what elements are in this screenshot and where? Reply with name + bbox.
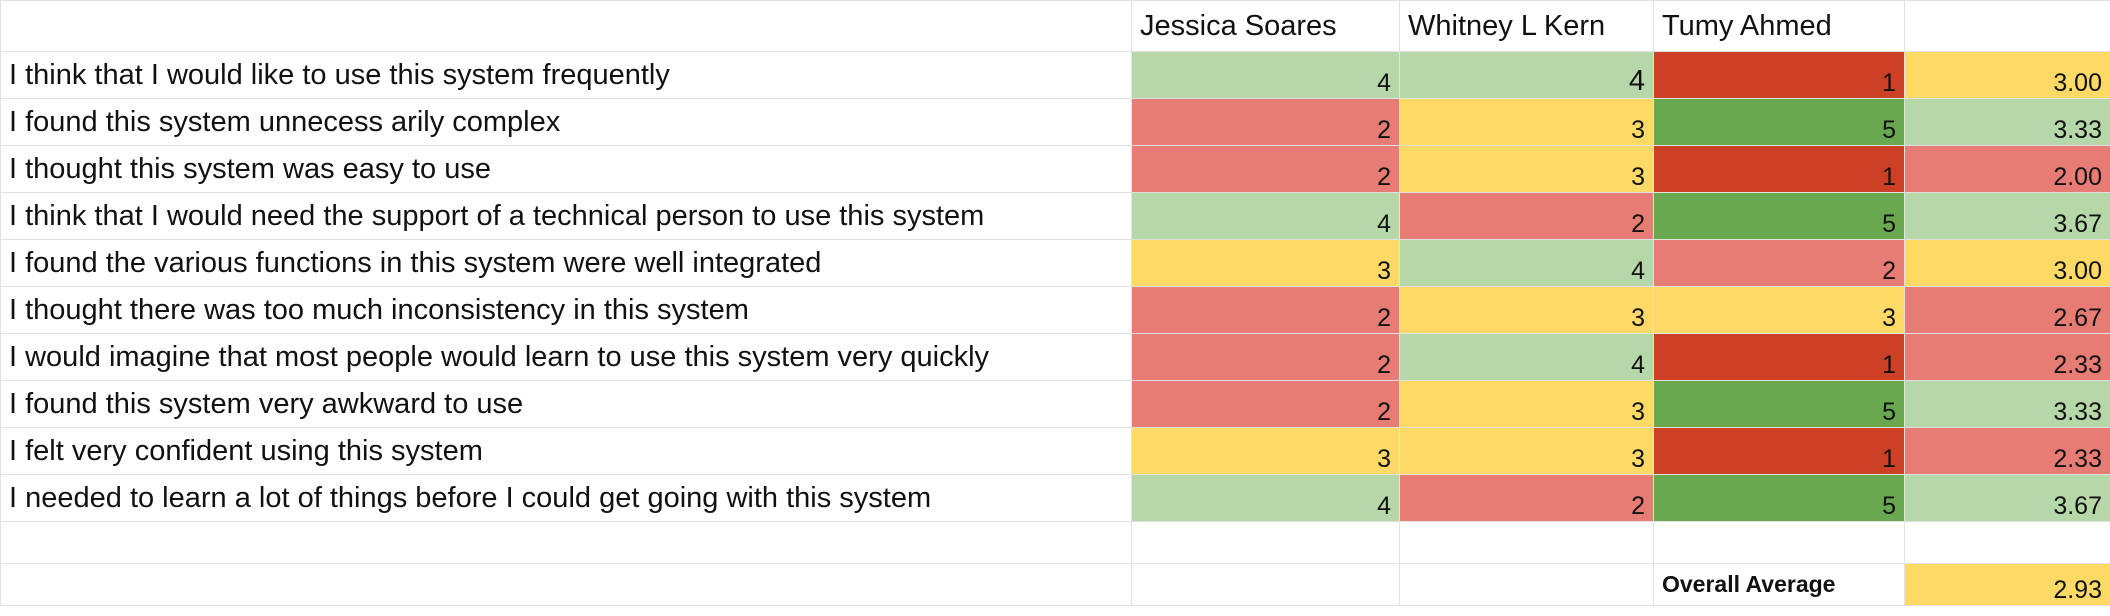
question-cell[interactable]: I think that I would need the support of… [0,192,1132,240]
average-cell[interactable]: 3.00 [1904,51,2110,99]
average-cell[interactable]: 2.33 [1904,427,2110,475]
score-cell[interactable]: 3 [1399,427,1654,475]
average-header-cell[interactable] [1904,0,2110,52]
participant-header-whitney[interactable]: Whitney L Kern [1399,0,1654,52]
table-row: I thought this system was easy to use 2 … [0,145,2110,193]
question-cell[interactable]: I found this system unnecess arily compl… [0,98,1132,146]
score-cell[interactable]: 1 [1653,51,1905,99]
score-cell[interactable]: 5 [1653,474,1905,522]
score-cell[interactable]: 1 [1653,333,1905,381]
question-cell[interactable]: I needed to learn a lot of things before… [0,474,1132,522]
average-cell[interactable]: 3.33 [1904,380,2110,428]
table-row: I think that I would need the support of… [0,192,2110,240]
table-row: I think that I would like to use this sy… [0,51,2110,99]
average-cell[interactable]: 3.67 [1904,192,2110,240]
score-cell[interactable]: 4 [1131,474,1400,522]
participant-header-jessica[interactable]: Jessica Soares [1131,0,1400,52]
score-cell[interactable]: 1 [1653,145,1905,193]
empty-cell[interactable] [1131,563,1400,606]
table-row: I found this system very awkward to use … [0,380,2110,428]
table-row: I found this system unnecess arily compl… [0,98,2110,146]
empty-cell[interactable] [0,563,1132,606]
score-cell[interactable]: 5 [1653,380,1905,428]
score-cell[interactable]: 3 [1399,286,1654,334]
empty-header-cell[interactable] [0,0,1132,52]
score-cell[interactable]: 2 [1131,286,1400,334]
table-row: I needed to learn a lot of things before… [0,474,2110,522]
score-cell[interactable]: 2 [1131,98,1400,146]
empty-cell[interactable] [0,521,1132,564]
score-cell[interactable]: 3 [1131,239,1400,287]
average-cell[interactable]: 2.67 [1904,286,2110,334]
question-cell[interactable]: I felt very confident using this system [0,427,1132,475]
table-row: I would imagine that most people would l… [0,333,2110,381]
score-cell[interactable]: 4 [1399,333,1654,381]
average-cell[interactable]: 3.33 [1904,98,2110,146]
question-cell[interactable]: I would imagine that most people would l… [0,333,1132,381]
score-cell[interactable]: 2 [1131,333,1400,381]
score-cell[interactable]: 4 [1399,239,1654,287]
table-row: I felt very confident using this system … [0,427,2110,475]
score-cell[interactable]: 4 [1131,51,1400,99]
question-cell[interactable]: I thought this system was easy to use [0,145,1132,193]
score-cell[interactable]: 3 [1399,380,1654,428]
question-cell[interactable]: I found this system very awkward to use [0,380,1132,428]
average-cell[interactable]: 3.00 [1904,239,2110,287]
score-cell[interactable]: 4 [1131,192,1400,240]
participant-header-tumy[interactable]: Tumy Ahmed [1653,0,1905,52]
question-cell[interactable]: I found the various functions in this sy… [0,239,1132,287]
table-row: I thought there was too much inconsisten… [0,286,2110,334]
empty-cell[interactable] [1653,521,1905,564]
average-cell[interactable]: 2.00 [1904,145,2110,193]
empty-cell[interactable] [1399,563,1654,606]
score-cell[interactable]: 3 [1399,145,1654,193]
score-cell[interactable]: 3 [1399,98,1654,146]
overall-average-value[interactable]: 2.93 [1904,563,2110,606]
average-cell[interactable]: 3.67 [1904,474,2110,522]
score-cell[interactable]: 3 [1131,427,1400,475]
empty-row [0,521,2110,564]
score-cell[interactable]: 2 [1399,474,1654,522]
score-cell[interactable]: 5 [1653,98,1905,146]
score-cell[interactable]: 2 [1653,239,1905,287]
overall-average-label[interactable]: Overall Average [1653,563,1905,606]
empty-cell[interactable] [1131,521,1400,564]
score-cell[interactable]: 2 [1131,380,1400,428]
question-cell[interactable]: I thought there was too much inconsisten… [0,286,1132,334]
overall-average-row: Overall Average 2.93 [0,563,2110,606]
empty-cell[interactable] [1399,521,1654,564]
average-cell[interactable]: 2.33 [1904,333,2110,381]
score-cell[interactable]: 2 [1131,145,1400,193]
score-cell[interactable]: 2 [1399,192,1654,240]
header-row: Jessica Soares Whitney L Kern Tumy Ahmed [0,0,2110,52]
score-cell[interactable]: 1 [1653,427,1905,475]
empty-cell[interactable] [1904,521,2110,564]
score-cell[interactable]: 4 [1399,51,1654,99]
score-cell[interactable]: 5 [1653,192,1905,240]
table-row: I found the various functions in this sy… [0,239,2110,287]
score-cell[interactable]: 3 [1653,286,1905,334]
question-cell[interactable]: I think that I would like to use this sy… [0,51,1132,99]
